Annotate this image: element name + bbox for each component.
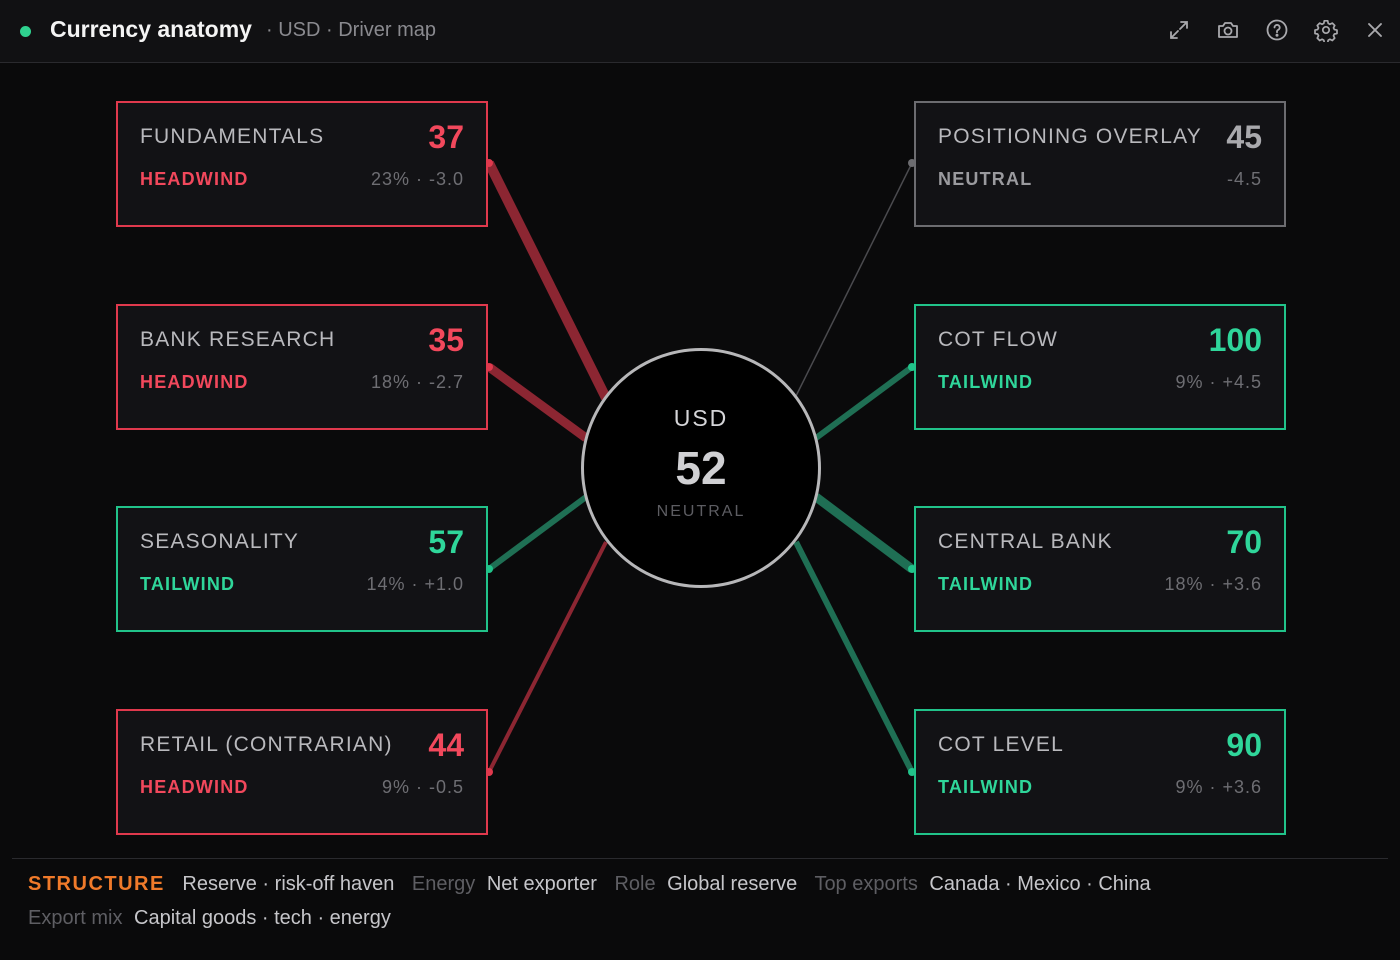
expand-icon[interactable] [1165,16,1193,44]
driver-signal: TAILWIND [140,574,236,594]
currency-score-node[interactable]: USD 52 NEUTRAL [581,348,821,588]
driver-weight-contribution: -4.5 [1226,169,1262,189]
driver-weight-contribution: 9% · +4.5 [1175,372,1262,392]
driver-weight-contribution: 23% · -3.0 [370,169,464,189]
driver-name: BANK RESEARCH [140,328,336,351]
driver-weight-contribution: 18% · +3.6 [1164,574,1262,594]
status-dot [20,26,31,37]
driver-weight-contribution: 9% · +3.6 [1175,777,1262,797]
connector-positioning [795,162,913,397]
connector-fundamentals [484,160,611,401]
driver-score: 35 [428,322,464,358]
driver-score: 90 [1226,727,1262,763]
help-icon[interactable] [1263,16,1291,44]
driver-card-seasonality[interactable]: SEASONALITY 57 TAILWIND 14% · +1.0 [116,506,488,632]
connector-cot-flow [814,364,914,441]
driver-card-positioning-overlay[interactable]: POSITIONING OVERLAY 45 NEUTRAL -4.5 [914,101,1286,227]
connector-lines [484,159,916,776]
structure-line-2: Export mix Capital goods · tech · energy [28,907,403,930]
driver-card-bank-research[interactable]: BANK RESEARCH 35 HEADWIND 18% · -2.7 [116,304,488,430]
driver-weight-contribution: 9% · -0.5 [381,777,464,797]
driver-score: 44 [428,727,464,763]
driver-name: COT FLOW [938,328,1059,351]
driver-weight-contribution: 14% · +1.0 [366,574,464,594]
driver-signal: HEADWIND [140,372,249,392]
driver-card-fundamentals[interactable]: FUNDAMENTALS 37 HEADWIND 23% · -3.0 [116,101,488,227]
role-label: Role [614,873,656,895]
driver-name: SEASONALITY [140,530,300,553]
driver-weight-contribution: 18% · -2.7 [370,372,464,392]
driver-name: CENTRAL BANK [938,530,1113,553]
driver-name: FUNDAMENTALS [140,125,325,148]
connector-cot-level [793,540,915,774]
driver-signal: TAILWIND [938,777,1034,797]
window-subtitle: · USD · Driver map [266,19,437,41]
connector-retail [487,541,608,773]
composite-state: NEUTRAL [656,503,746,520]
export-mix-label: Export mix [28,907,123,929]
connector-bank-research [486,363,589,442]
role-value: Global reserve [667,873,798,895]
window-title: Currency anatomy [50,16,252,42]
driver-score: 37 [428,119,464,155]
driver-score: 45 [1226,119,1262,155]
driver-signal: TAILWIND [938,372,1034,392]
driver-score: 57 [428,524,464,560]
driver-signal: HEADWIND [140,777,249,797]
driver-name: POSITIONING OVERLAY [938,125,1202,148]
window-titlebar: Currency anatomy · USD · Driver map [0,0,1400,63]
energy-label: Energy [411,873,476,895]
driver-name: RETAIL (CONTRARIAN) [140,733,393,756]
connector-central-bank [813,493,915,573]
driver-score: 70 [1226,524,1262,560]
connector-seasonality [487,494,588,572]
driver-signal: HEADWIND [140,169,249,189]
top-exports-label: Top exports [814,873,918,895]
structure-footer: STRUCTURE Reserve · risk-off haven Energ… [12,858,1388,956]
structure-line-1: STRUCTURE Reserve · risk-off haven Energ… [28,873,1163,896]
composite-score: 52 [675,442,727,494]
driver-name: COT LEVEL [938,733,1064,756]
driver-card-cot-flow[interactable]: COT FLOW 100 TAILWIND 9% · +4.5 [914,304,1286,430]
gear-icon[interactable] [1312,16,1340,44]
driver-card-central-bank[interactable]: CENTRAL BANK 70 TAILWIND 18% · +3.6 [914,506,1286,632]
currency-code: USD [673,405,729,431]
driver-score: 100 [1208,322,1262,358]
driver-card-cot-level[interactable]: COT LEVEL 90 TAILWIND 9% · +3.6 [914,709,1286,835]
camera-icon[interactable] [1214,16,1242,44]
export-mix-value: Capital goods · tech · energy [134,907,391,929]
driver-signal: NEUTRAL [938,169,1033,189]
structure-label: STRUCTURE [28,873,165,895]
driver-signal: TAILWIND [938,574,1034,594]
energy-value: Net exporter [486,873,597,895]
structure-profile: Reserve · risk-off haven [182,873,395,895]
driver-map: FUNDAMENTALS 37 HEADWIND 23% · -3.0 BANK… [0,64,1400,858]
driver-card-retail-contrarian[interactable]: RETAIL (CONTRARIAN) 44 HEADWIND 9% · -0.… [116,709,488,835]
top-exports-value: Canada · Mexico · China [929,873,1151,895]
close-icon[interactable] [1361,16,1389,44]
